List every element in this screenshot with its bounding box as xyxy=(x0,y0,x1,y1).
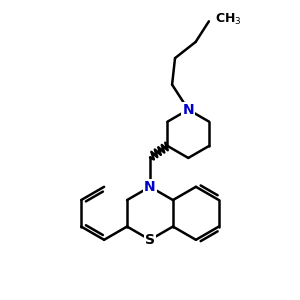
Text: CH$_3$: CH$_3$ xyxy=(215,11,242,26)
Text: S: S xyxy=(145,233,155,247)
Text: N: N xyxy=(182,103,194,117)
Text: N: N xyxy=(144,180,156,194)
